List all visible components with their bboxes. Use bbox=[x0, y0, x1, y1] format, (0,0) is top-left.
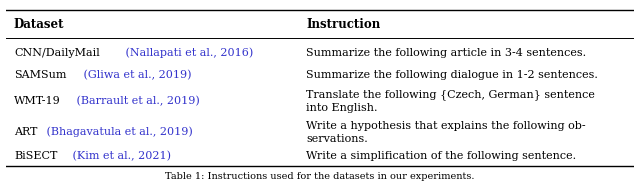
Text: Table 1: Instructions used for the datasets in our experiments.: Table 1: Instructions used for the datas… bbox=[165, 172, 475, 181]
Text: Write a simplification of the following sentence.: Write a simplification of the following … bbox=[306, 151, 577, 161]
Text: Write a hypothesis that explains the following ob-
servations.: Write a hypothesis that explains the fol… bbox=[306, 121, 586, 144]
Text: Dataset: Dataset bbox=[14, 18, 65, 31]
Text: BiSECT: BiSECT bbox=[14, 151, 58, 161]
Text: CNN/DailyMail: CNN/DailyMail bbox=[14, 48, 100, 58]
Text: (Nallapati et al., 2016): (Nallapati et al., 2016) bbox=[122, 48, 253, 58]
Text: Instruction: Instruction bbox=[306, 18, 380, 31]
Text: (Kim et al., 2021): (Kim et al., 2021) bbox=[68, 151, 171, 161]
Text: ART: ART bbox=[14, 127, 37, 137]
Text: (Barrault et al., 2019): (Barrault et al., 2019) bbox=[73, 96, 200, 106]
Text: (Bhagavatula et al., 2019): (Bhagavatula et al., 2019) bbox=[44, 127, 193, 137]
Text: (Gliwa et al., 2019): (Gliwa et al., 2019) bbox=[80, 70, 192, 80]
Text: Summarize the following article in 3-4 sentences.: Summarize the following article in 3-4 s… bbox=[306, 48, 586, 58]
Text: Translate the following {Czech, German} sentence
into English.: Translate the following {Czech, German} … bbox=[306, 89, 595, 113]
Text: SAMSum: SAMSum bbox=[14, 70, 67, 80]
Text: WMT-19: WMT-19 bbox=[14, 96, 61, 106]
Text: Summarize the following dialogue in 1-2 sentences.: Summarize the following dialogue in 1-2 … bbox=[306, 70, 598, 80]
